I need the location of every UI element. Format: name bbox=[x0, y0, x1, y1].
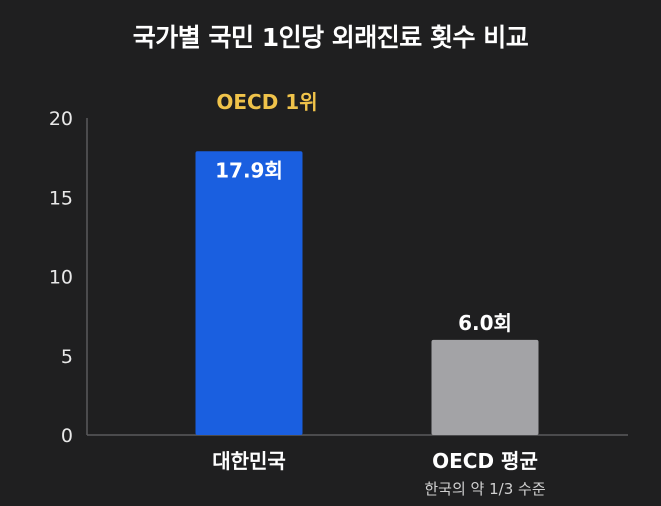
y-tick-label: 15 bbox=[49, 187, 73, 209]
y-tick-label: 10 bbox=[49, 267, 73, 289]
annotation-oecd-rank: OECD 1위 bbox=[216, 90, 317, 114]
chart-title: 국가별 국민 1인당 외래진료 횟수 비교 bbox=[132, 23, 529, 52]
x-tick-sublabel: 한국의 약 1/3 수준 bbox=[424, 480, 545, 498]
y-tick-label: 5 bbox=[61, 346, 73, 368]
x-tick-label: 대한민국 bbox=[212, 449, 286, 473]
x-tick-label: OECD 평균 bbox=[432, 449, 538, 473]
bar-oecd-average bbox=[431, 339, 539, 435]
y-tick-label: 0 bbox=[61, 425, 73, 447]
bar-korea bbox=[195, 151, 303, 435]
data-label: 17.9회 bbox=[215, 158, 283, 182]
y-tick-label: 20 bbox=[49, 108, 73, 130]
data-label: 6.0회 bbox=[458, 311, 512, 335]
